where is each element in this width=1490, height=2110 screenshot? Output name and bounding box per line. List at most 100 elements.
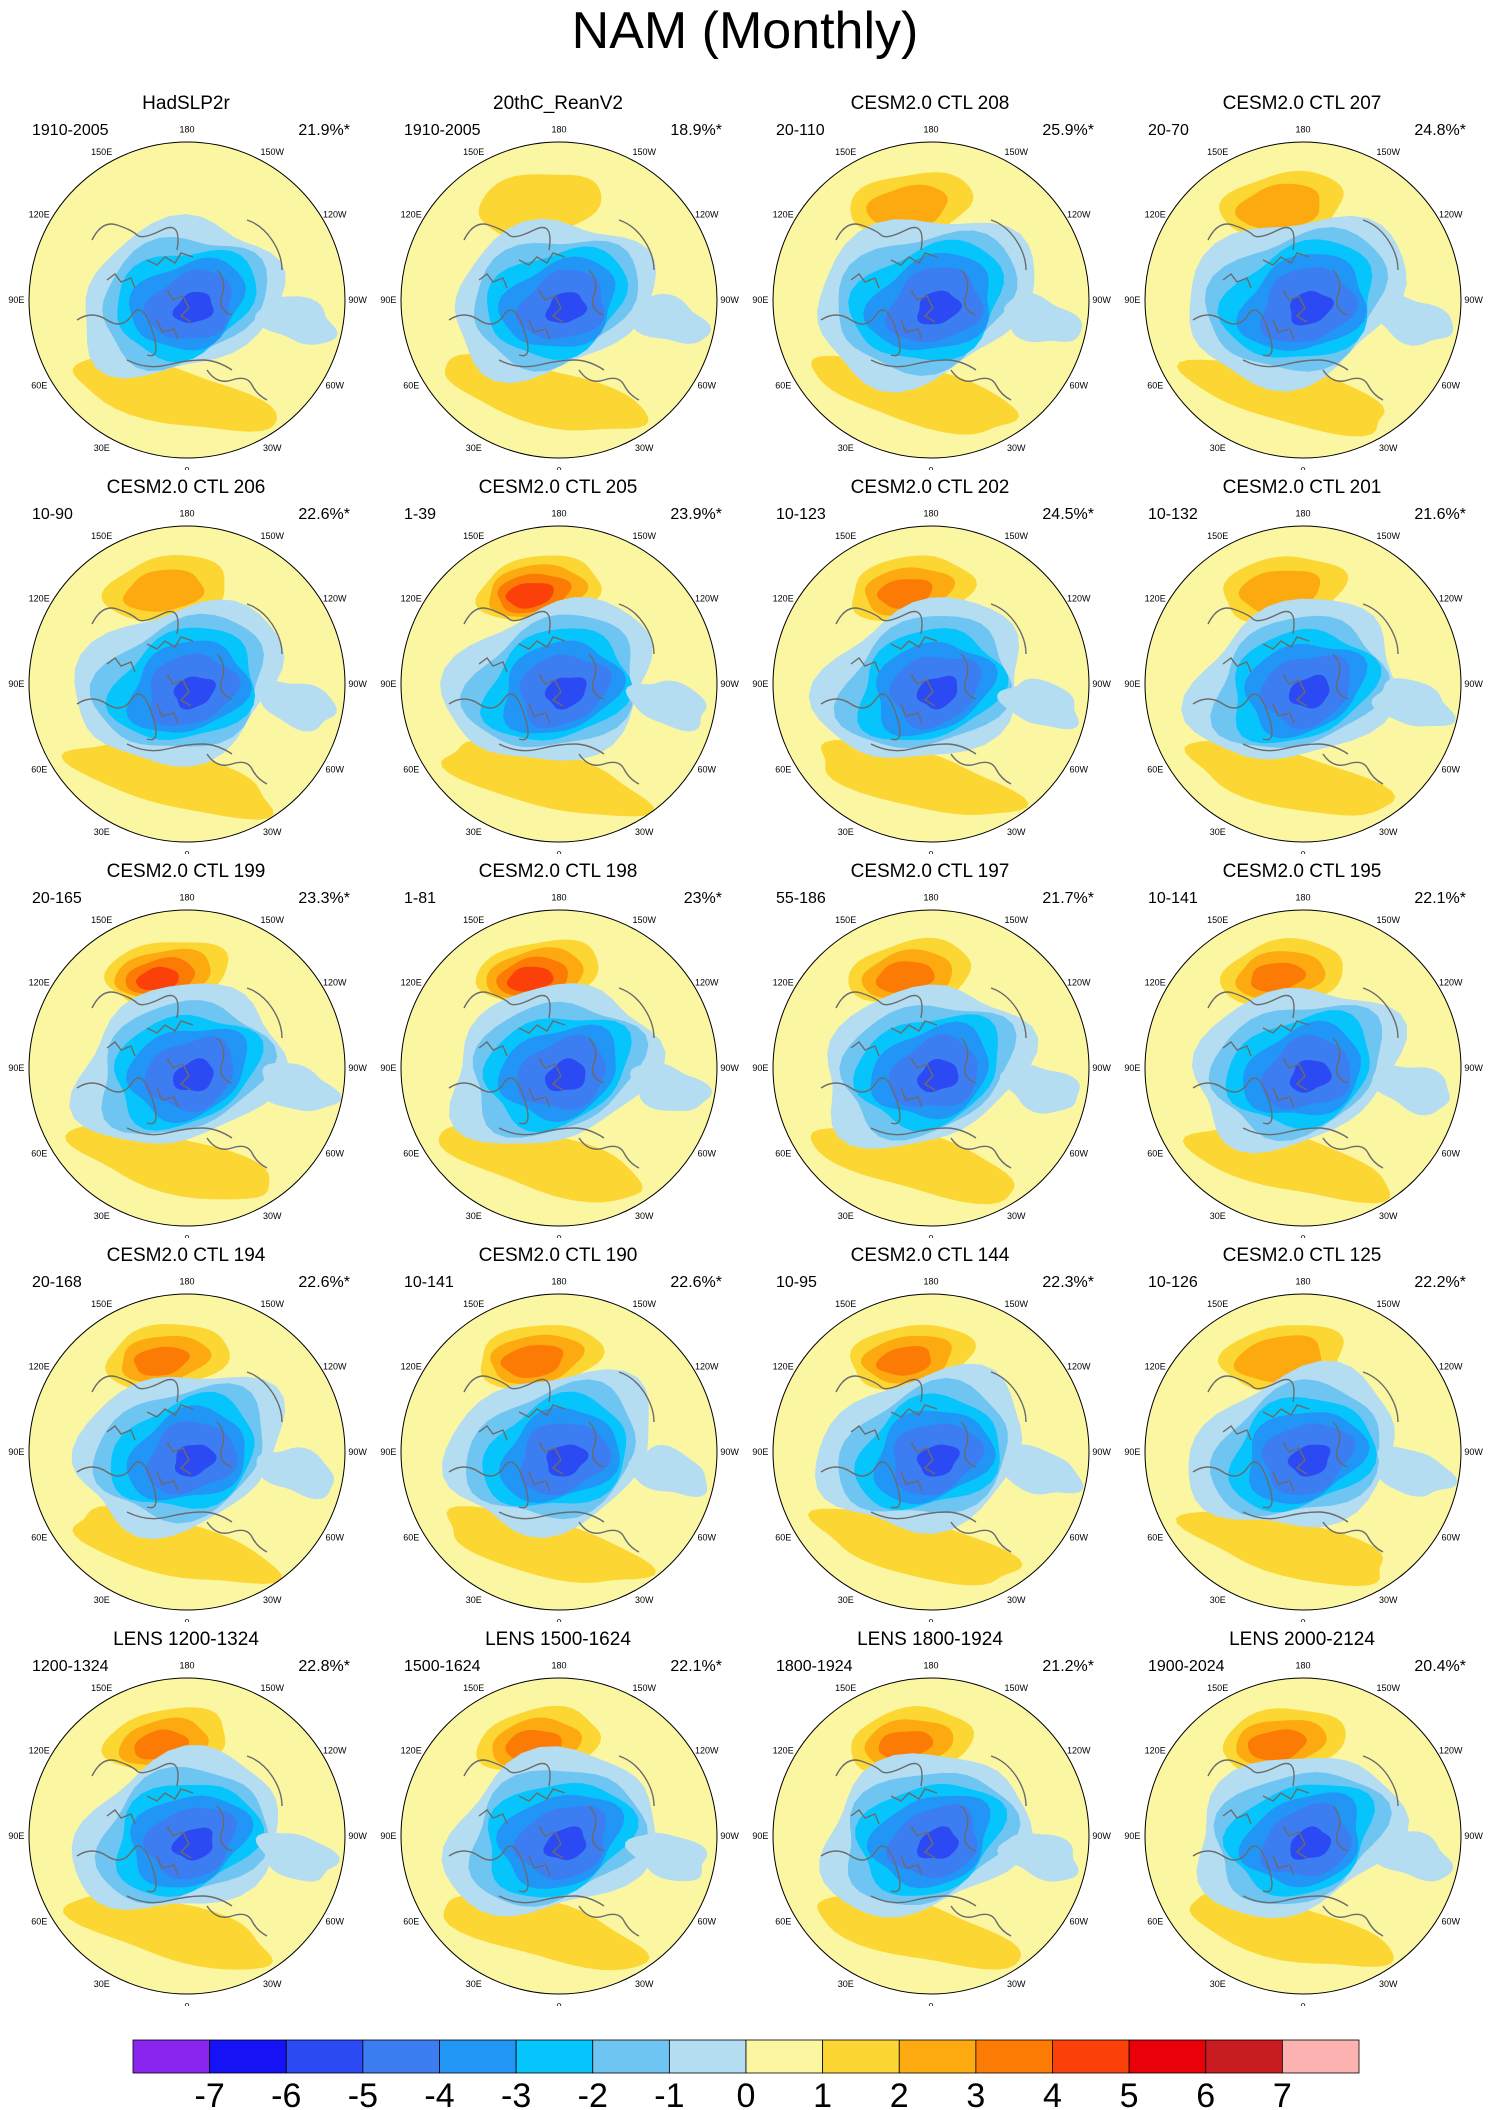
panel-years: 10-123 [776,506,826,523]
map-border [400,525,718,843]
meridian-label: 120W [695,1746,719,1756]
coastline [91,223,179,251]
meridian-label: 150W [633,1683,657,1693]
meridian-label: 60E [775,380,791,390]
coastline [910,673,936,707]
coastline [126,1895,233,1907]
meridian-label: 90W [1464,679,1483,689]
panel-years: 10-132 [1148,506,1198,523]
meridian-label: 120E [773,210,794,220]
meridian-label: 90W [720,679,739,689]
meridian-label: 60W [1442,380,1461,390]
colorbar-label: 7 [1273,2077,1292,2110]
coastlines [820,1371,1027,1553]
meridian-label: 150E [91,915,112,925]
coastline [1332,1805,1349,1852]
coastline [528,1855,551,1876]
meridian-label: 0 [928,1234,933,1238]
panel-variance-pct: 22.1%* [670,1658,722,1675]
meridian-label: 180 [923,124,938,134]
coastlines [1192,1371,1399,1553]
meridian-label: 150E [835,147,856,157]
panel-title: CESM2.0 CTL 144 [850,1245,1010,1266]
meridian-label: 90E [380,679,396,689]
panel-years: 1500-1624 [404,1658,481,1675]
coastline [960,1421,977,1468]
panel-title: CESM2.0 CTL 125 [1222,1245,1382,1266]
coastline [870,743,977,755]
meridian-label: 30E [1210,1211,1226,1221]
meridian-label: 60E [403,1532,419,1542]
colorbar-box [592,2039,670,2074]
meridian-label: 30W [1007,1211,1026,1221]
meridian-label: 180 [1295,1660,1310,1670]
meridian-label: 60W [1442,1148,1461,1158]
arctic-low-contour [917,1059,959,1093]
panel-variance-pct: 22.6%* [298,1274,350,1291]
meridian-label: 30W [635,1595,654,1605]
map-border [1144,1677,1462,1995]
panel-title: CESM2.0 CTL 205 [478,477,638,498]
coastline [518,1404,566,1418]
map-panel: 180 150E 120E 90E 60E 30E 0 30W 60W 90W 120W 150W CE… [744,858,1116,1238]
pacific-high-contour [478,174,602,241]
meridian-label: 90E [8,295,24,305]
map-border [772,525,1090,843]
coastlines [1192,987,1399,1169]
pacific-high-contour [136,966,179,991]
meridian-label: 60W [326,764,345,774]
meridian-label: 30E [838,827,854,837]
panel-years: 1200-1324 [32,1658,109,1675]
coastline [900,1855,923,1876]
polar-map: 180 150E 120E 90E 60E 30E 0 30W 60W 90W 120W 150W [8,508,367,854]
eastern-low-extension [257,680,337,732]
coastline [1192,693,1273,741]
polar-map: 180 150E 120E 90E 60E 30E 0 30W 60W 90W 120W 150W [752,124,1111,470]
pacific-high-contour [1247,1729,1307,1761]
panel-title: HadSLP2r [142,93,230,114]
atlantic-high-contour [821,739,1029,815]
coastline [156,319,179,340]
panel-title: CESM2.0 CTL 202 [850,477,1010,498]
meridian-label: 150W [633,1299,657,1309]
panel-title: CESM2.0 CTL 195 [1222,861,1382,882]
meridian-label: 180 [1295,508,1310,518]
meridian-label: 150E [835,531,856,541]
eastern-low-extension [625,1832,708,1882]
coastline [900,319,923,340]
meridian-label: 90E [380,295,396,305]
meridian-label: 150W [1377,531,1401,541]
panel-years: 10-126 [1148,1274,1198,1291]
polar-map: 180 150E 120E 90E 60E 30E 0 30W 60W 90W 120W 150W [752,508,1111,854]
meridian-label: 150W [1005,1683,1029,1693]
meridian-label: 30E [466,1211,482,1221]
meridian-label: 150W [1005,531,1029,541]
coastline [990,219,1027,271]
coastline [1192,1845,1273,1893]
coastline [76,1845,157,1893]
coastline [900,1471,923,1492]
meridian-label: 30W [1007,1979,1026,1989]
coastline [246,1371,283,1423]
coastline [206,1521,268,1553]
coastlines [76,219,283,401]
panel-years: 1900-2024 [1148,1658,1225,1675]
meridian-label: 120W [323,978,347,988]
meridian-label: 90W [348,1063,367,1073]
coastline [618,219,655,271]
meridian-label: 0 [556,2002,561,2006]
meridian-label: 30W [635,827,654,837]
eastern-low-extension [254,296,338,345]
panel-variance-pct: 24.5%* [1042,506,1094,523]
colorbar-box [1128,2039,1207,2074]
coastline [960,1805,977,1852]
coastline [206,1905,268,1937]
meridian-label: 60W [698,380,717,390]
coastlines [448,987,655,1169]
coastline [1222,1425,1252,1441]
meridian-label: 120E [1145,1746,1166,1756]
coastline [990,987,1027,1039]
meridian-label: 150W [1005,147,1029,157]
coastline [126,1127,233,1139]
coastline [126,743,233,755]
